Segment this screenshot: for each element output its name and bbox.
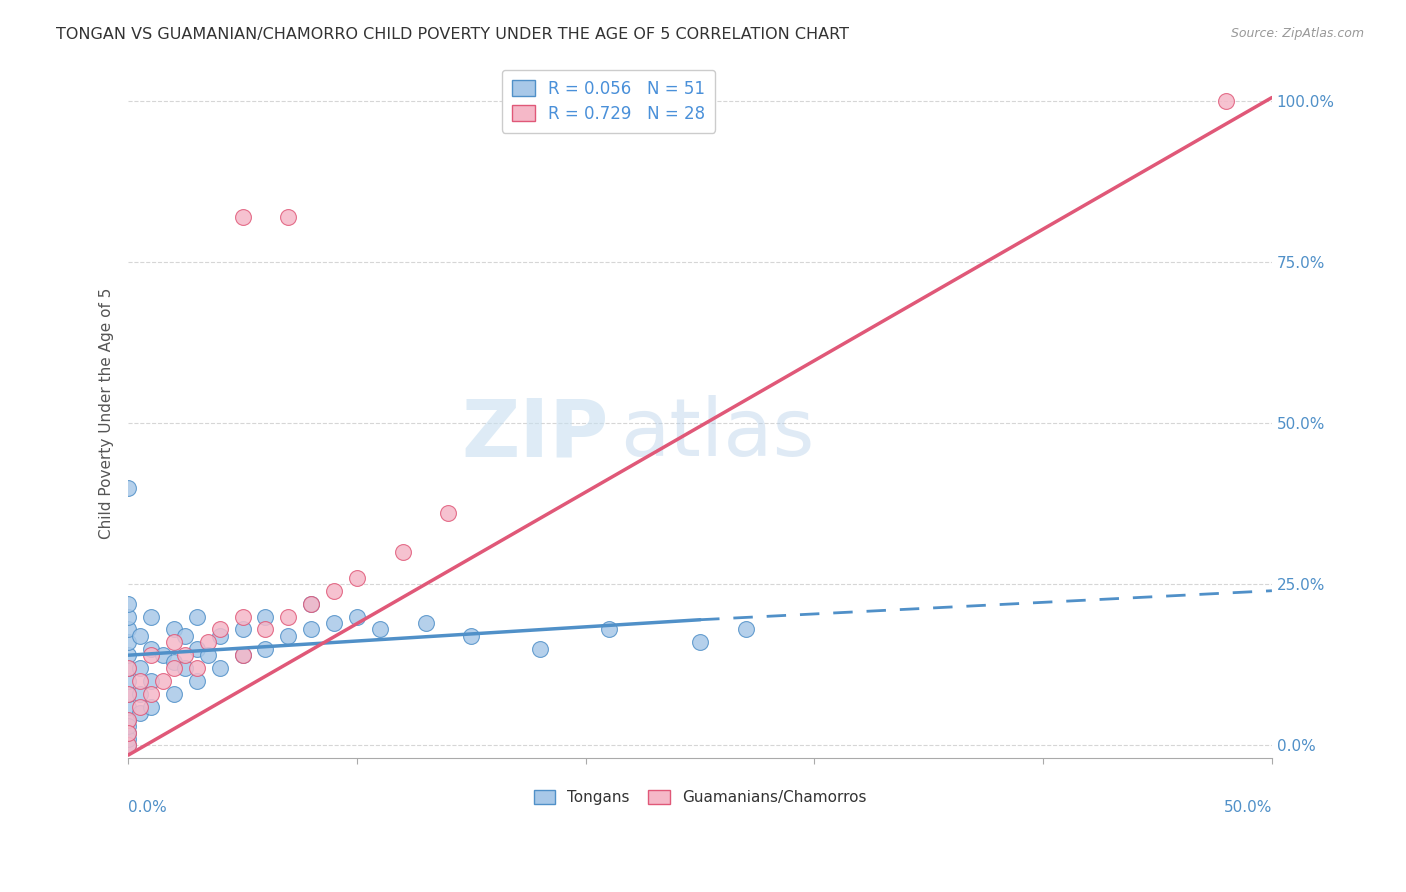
Point — [598, 623, 620, 637]
Text: ZIP: ZIP — [461, 395, 609, 473]
Point — [460, 629, 482, 643]
Point — [117, 739, 139, 753]
Point — [117, 661, 139, 675]
Point — [174, 629, 197, 643]
Point — [174, 648, 197, 663]
Point — [277, 629, 299, 643]
Point — [299, 597, 322, 611]
Point — [186, 641, 208, 656]
Point — [186, 661, 208, 675]
Text: 0.0%: 0.0% — [128, 800, 167, 814]
Point — [174, 661, 197, 675]
Y-axis label: Child Poverty Under the Age of 5: Child Poverty Under the Age of 5 — [100, 288, 114, 539]
Point — [529, 641, 551, 656]
Point — [139, 687, 162, 701]
Point — [117, 481, 139, 495]
Point — [139, 699, 162, 714]
Point — [254, 623, 277, 637]
Point — [117, 623, 139, 637]
Point — [437, 507, 460, 521]
Text: 50.0%: 50.0% — [1223, 800, 1272, 814]
Point — [117, 725, 139, 739]
Point — [232, 648, 254, 663]
Point — [391, 545, 413, 559]
Point — [163, 687, 186, 701]
Point — [277, 210, 299, 224]
Point — [163, 661, 186, 675]
Point — [128, 673, 150, 688]
Point — [128, 706, 150, 721]
Point — [323, 615, 346, 630]
Point — [346, 609, 368, 624]
Point — [689, 635, 711, 649]
Point — [186, 673, 208, 688]
Point — [208, 629, 231, 643]
Point — [232, 210, 254, 224]
Point — [117, 609, 139, 624]
Point — [139, 609, 162, 624]
Point — [163, 635, 186, 649]
Point — [117, 661, 139, 675]
Point — [208, 661, 231, 675]
Point — [117, 648, 139, 663]
Point — [163, 655, 186, 669]
Point — [117, 719, 139, 733]
Point — [117, 687, 139, 701]
Point — [197, 635, 219, 649]
Point — [117, 713, 139, 727]
Point — [139, 648, 162, 663]
Point — [117, 635, 139, 649]
Point — [139, 641, 162, 656]
Point — [117, 687, 139, 701]
Point — [163, 623, 186, 637]
Point — [152, 648, 174, 663]
Point — [323, 583, 346, 598]
Point — [117, 725, 139, 739]
Point — [128, 687, 150, 701]
Point — [128, 629, 150, 643]
Point — [139, 673, 162, 688]
Point — [232, 648, 254, 663]
Point — [117, 699, 139, 714]
Text: atlas: atlas — [620, 395, 814, 473]
Point — [232, 609, 254, 624]
Point — [128, 699, 150, 714]
Point — [117, 597, 139, 611]
Point — [734, 623, 756, 637]
Text: Source: ZipAtlas.com: Source: ZipAtlas.com — [1230, 27, 1364, 40]
Point — [368, 623, 391, 637]
Point — [117, 673, 139, 688]
Point — [208, 623, 231, 637]
Point — [254, 609, 277, 624]
Point — [232, 623, 254, 637]
Point — [152, 673, 174, 688]
Point — [346, 571, 368, 585]
Point — [277, 609, 299, 624]
Legend: Tongans, Guamanians/Chamorros: Tongans, Guamanians/Chamorros — [526, 782, 875, 813]
Text: TONGAN VS GUAMANIAN/CHAMORRO CHILD POVERTY UNDER THE AGE OF 5 CORRELATION CHART: TONGAN VS GUAMANIAN/CHAMORRO CHILD POVER… — [56, 27, 849, 42]
Point — [117, 731, 139, 746]
Point — [117, 713, 139, 727]
Point — [299, 623, 322, 637]
Point — [415, 615, 437, 630]
Point — [186, 609, 208, 624]
Point — [1215, 94, 1237, 108]
Point — [254, 641, 277, 656]
Point — [299, 597, 322, 611]
Point — [128, 661, 150, 675]
Point — [197, 648, 219, 663]
Point — [117, 739, 139, 753]
